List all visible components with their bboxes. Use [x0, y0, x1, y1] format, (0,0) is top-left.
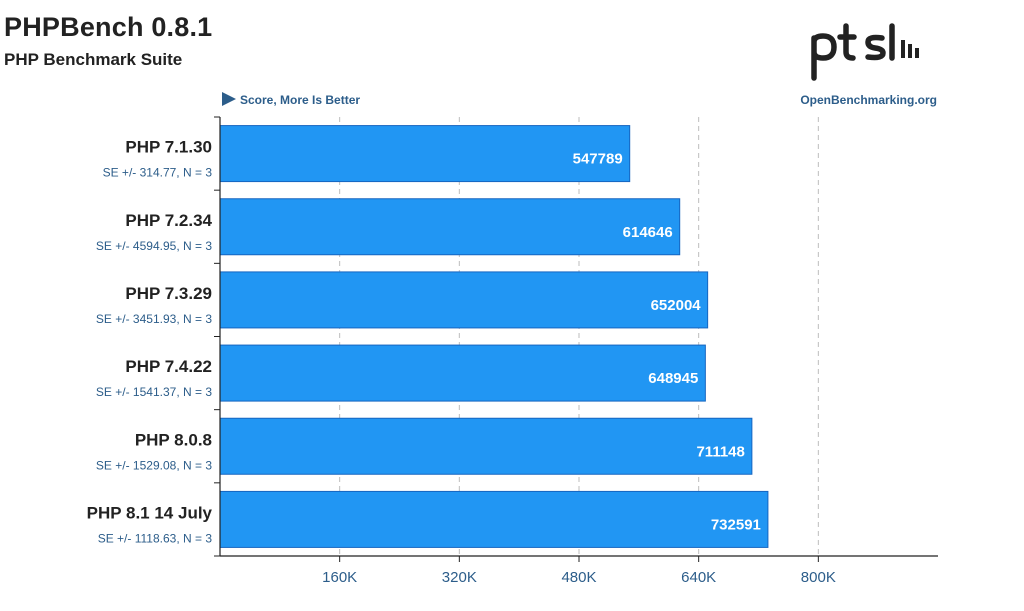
chart-title: PHPBench 0.8.1 [4, 12, 213, 42]
x-tick-label: 320K [442, 569, 477, 586]
se-label: SE +/- 1541.37, N = 3 [96, 385, 212, 399]
x-tick-label: 640K [681, 569, 716, 586]
bar-value-label: 711148 [696, 443, 744, 460]
bar-value-label: 652004 [651, 297, 702, 314]
legend-arrow-icon [222, 92, 236, 106]
bar [219, 198, 681, 256]
category-label: PHP 8.1 14 July [87, 503, 213, 522]
x-tick-label: 160K [322, 569, 357, 586]
pts-logo-bars [901, 40, 919, 58]
legend: Score, More Is Better [222, 92, 360, 107]
bar-value-label: 614646 [623, 224, 673, 241]
se-label: SE +/- 1529.08, N = 3 [96, 458, 212, 472]
bar-value-label: 648945 [648, 370, 698, 387]
x-tick-label: 480K [561, 569, 596, 586]
bar [219, 417, 753, 475]
bar [219, 344, 706, 402]
se-label: SE +/- 4594.95, N = 3 [96, 239, 212, 253]
category-label: PHP 7.1.30 [125, 138, 212, 157]
se-label: SE +/- 314.77, N = 3 [103, 166, 213, 180]
bar [219, 125, 631, 183]
source-label: OpenBenchmarking.org [800, 93, 937, 107]
x-ticks: 160K 320K 480K 640K 800K [322, 556, 836, 586]
bar [219, 271, 709, 329]
category-label: PHP 8.0.8 [135, 430, 212, 449]
bar-value-label: 547789 [573, 151, 623, 168]
x-tick-label: 800K [801, 569, 836, 586]
category-label: PHP 7.4.22 [125, 357, 212, 376]
category-label: PHP 7.2.34 [125, 211, 212, 230]
category-label: PHP 7.3.29 [125, 284, 212, 303]
legend-label: Score, More Is Better [240, 93, 360, 107]
bar [219, 490, 769, 548]
se-label: SE +/- 1118.63, N = 3 [98, 531, 213, 545]
chart-subtitle: PHP Benchmark Suite [4, 50, 183, 69]
grid-lines [339, 117, 819, 556]
category-labels: PHP 7.1.30 SE +/- 314.77, N = 3 PHP 7.2.34… [87, 116, 220, 557]
pts-logo [811, 23, 919, 81]
se-label: SE +/- 3451.93, N = 3 [96, 312, 212, 326]
pts-logo-icon [811, 23, 895, 81]
bars: 547789 614646 652004 648945 711148 732591 [219, 125, 769, 548]
bar-value-label: 732591 [711, 516, 761, 533]
